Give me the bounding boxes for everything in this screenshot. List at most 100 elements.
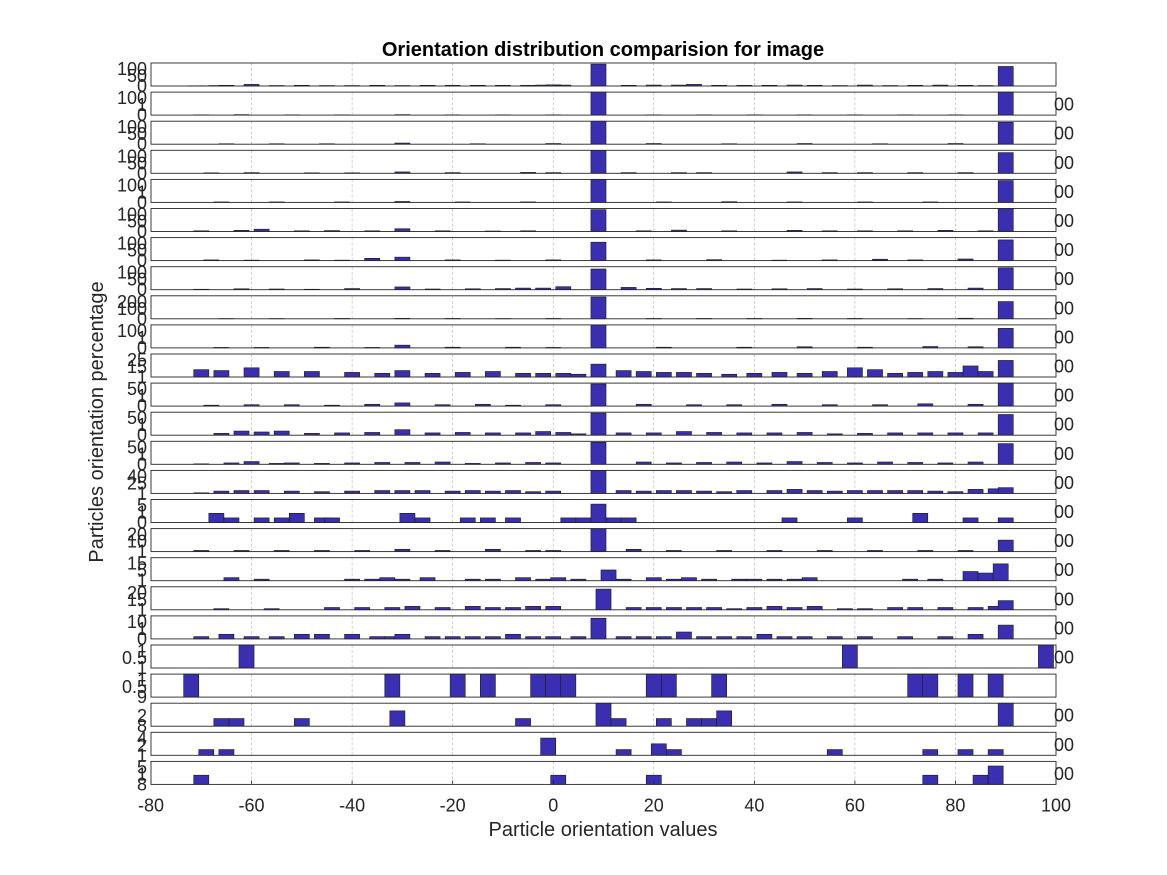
panel-22-ytick-label: 9 — [137, 687, 147, 707]
panel-14-ytick-label: 1 — [137, 444, 147, 464]
panel-1-axes-box — [150, 62, 1057, 87]
panel-9-ytick-label: 100 — [117, 299, 147, 319]
panel-1-ytick-label: 100 — [117, 59, 147, 79]
panel-13-bar — [590, 412, 607, 436]
panel-19-bar — [766, 606, 783, 611]
panel-24-bar — [218, 749, 235, 756]
panel-7-axes-box — [150, 237, 1057, 262]
panel-11-bar — [535, 373, 552, 378]
panel-12-bar — [997, 382, 1014, 407]
panel-22: 10.59 — [122, 670, 1057, 707]
panel-21-ytick-label: 0.5 — [122, 648, 147, 668]
panel-16-bar — [253, 517, 270, 523]
panel-25: 518 00 — [137, 757, 1074, 794]
panel-11-bar — [997, 360, 1014, 378]
panel-11-axes-box — [150, 353, 1057, 378]
panel-6-ytick-label: 100 — [117, 205, 147, 225]
panel-11-bar — [867, 369, 883, 378]
panel-17-bar — [997, 539, 1014, 552]
panel-1-bar — [590, 63, 607, 87]
panel-24-right-tick-label: 00 — [1054, 735, 1074, 755]
panel-13-bar — [997, 414, 1014, 436]
panel-9-bar — [997, 301, 1014, 320]
panel-14-bar — [997, 443, 1014, 465]
panel-3-ytick-label: 0 — [137, 134, 147, 154]
panel-11-bar — [977, 371, 994, 378]
panel-11-bar — [394, 370, 411, 378]
panel-25-bar — [922, 774, 939, 785]
panel-23-bar — [213, 718, 230, 727]
panel-17-ytick-label: 10 — [127, 532, 147, 552]
panel-5-ytick-label: 1 — [137, 182, 147, 202]
panel-16-bar — [781, 517, 798, 523]
panel-22-bar — [907, 673, 924, 698]
panel-11-bar — [424, 373, 441, 378]
panel-7-ytick-label: 50 — [127, 241, 147, 261]
panel-11-bar — [655, 372, 672, 378]
panel-21-axes-box — [150, 644, 1057, 669]
panel-11-bar — [796, 373, 813, 378]
panel-4-axes-box — [150, 149, 1057, 174]
panel-11-bar — [696, 373, 712, 378]
panel-22-bar — [957, 673, 974, 698]
panel-11-bar — [771, 372, 788, 378]
panel-18-bar — [977, 572, 994, 581]
panel-23-bar — [515, 718, 531, 727]
panel-16-axes-box — [150, 499, 1057, 523]
panel-5-bar — [590, 179, 607, 203]
panel-19-right-tick-label: 00 — [1054, 589, 1074, 609]
panel-11-bar — [374, 373, 391, 378]
panel-2-axes-box — [150, 91, 1057, 116]
panel-4-ytick-label: 100 — [117, 146, 147, 166]
panel-21: 10.51 00 — [122, 641, 1074, 678]
panel-20-bar — [218, 633, 235, 640]
panel-8-bar — [590, 268, 607, 291]
panel-25-bar — [987, 765, 1004, 785]
panel-5-right-tick-label: 00 — [1054, 182, 1074, 202]
panel-12-bar — [394, 402, 411, 407]
panel-23-bar — [686, 718, 702, 727]
panel-19-ytick-label: 20 — [127, 583, 147, 603]
panel-23-bar — [228, 718, 245, 727]
panel-11-bar — [304, 371, 320, 378]
panel-18-bar — [600, 569, 617, 582]
panel-8-ytick-label: 0 — [137, 280, 147, 300]
panel-1-bar — [997, 66, 1014, 87]
panel-24-bar — [957, 749, 974, 756]
panel-9-axes-box — [150, 295, 1057, 320]
x-tick-label: 60 — [845, 795, 865, 815]
panel-16-bar — [480, 517, 496, 523]
panel-7-bar — [590, 241, 607, 261]
panel-6-bar — [590, 209, 607, 232]
panel-4-ytick-label: 50 — [127, 153, 147, 173]
panel-18-right-tick-label: 00 — [1054, 560, 1074, 580]
panel-9-ytick-label: 200 — [117, 292, 147, 312]
panel-14-ytick-label: 0 — [137, 454, 147, 474]
panel-25-axes-box — [150, 760, 1057, 785]
panel-24-bar — [987, 749, 1004, 756]
panel-20-ytick-label: 0 — [137, 629, 147, 649]
panel-22-ytick-label: 1 — [137, 670, 147, 690]
panel-20-right-tick-label: 00 — [1054, 618, 1074, 638]
panel-24-axes-box — [150, 731, 1057, 756]
panel-3-right-tick-label: 00 — [1054, 124, 1074, 144]
panel-23-bar — [293, 718, 310, 727]
panel-14-bar — [590, 441, 607, 465]
panel-2-ytick-label: 0 — [137, 105, 147, 125]
panel-19-bar — [806, 606, 823, 611]
panel-24-bar — [615, 749, 632, 756]
panel-19-bar — [525, 606, 541, 611]
panel-20-bar — [590, 617, 607, 640]
panel-5-axes-box — [150, 178, 1057, 203]
panel-12-bar — [590, 383, 607, 407]
panel-16-bar — [505, 517, 521, 523]
panel-18-bar — [992, 563, 1009, 581]
panel-8-ytick-label: 50 — [127, 270, 147, 290]
panel-20-ytick-label: 10 — [127, 612, 147, 632]
panel-5-ytick-label: 100 — [117, 175, 147, 195]
